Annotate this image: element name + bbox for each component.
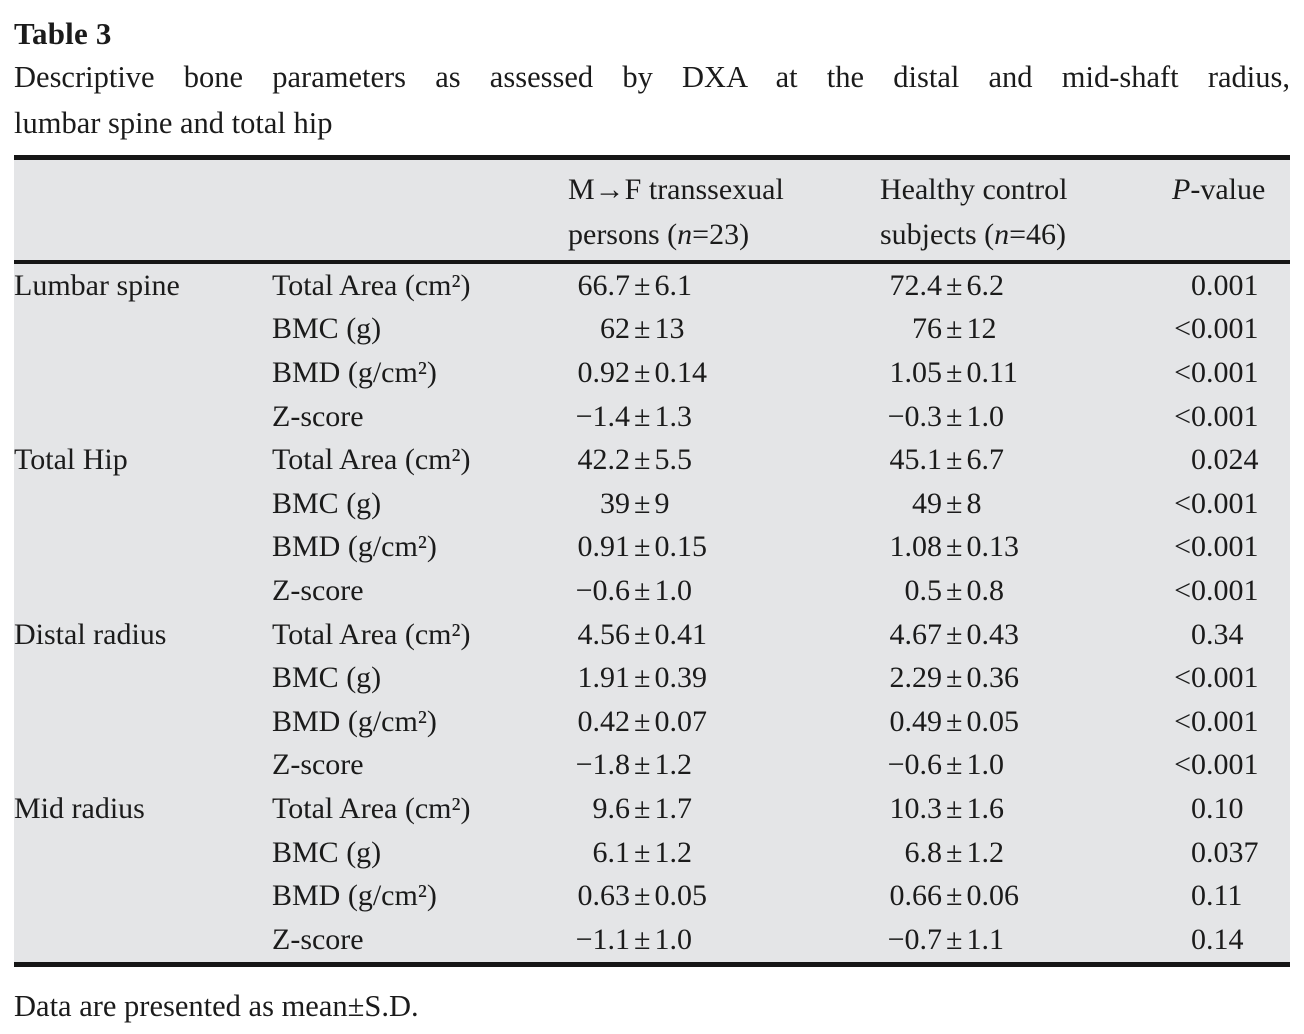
control-value: 0.49 ±0.05 (889, 704, 1019, 738)
p-value: <0.001 (1174, 748, 1259, 782)
mf-value: 66.7 ±6.1 (577, 268, 692, 302)
mf-value: 6.1 ±1.2 (592, 835, 692, 869)
control-value: 1.05 ±0.11 (889, 355, 1018, 389)
control-value: 0.5 ±0.8 (904, 573, 1004, 607)
control-value: 10.3 ±1.6 (889, 791, 1004, 825)
table-body: Lumbar spine Total Area (cm²) 66.7 ±6.1 7… (14, 264, 1290, 962)
parameter-label: BMC (g) (272, 312, 382, 346)
control-value: 2.29 ±0.36 (889, 661, 1019, 695)
p-value: <0.001 (1174, 530, 1259, 564)
p-value: 0.11 (1191, 879, 1243, 913)
mf-value: −1.4 ±1.3 (575, 399, 692, 433)
column-header-mf-group: M→F transsexual persons (n=23) (568, 167, 880, 260)
parameter-label: BMC (g) (272, 661, 382, 695)
control-value: 49 ±8 (912, 486, 982, 520)
control-value: 6.8 ±1.2 (904, 835, 1004, 869)
mf-value: 4.56 ±0.41 (577, 617, 707, 651)
mf-value: 0.91 ±0.15 (577, 530, 707, 564)
parameter-label: BMC (g) (272, 835, 382, 869)
parameter-label: Z-score (272, 922, 364, 956)
parameter-label: Total Area (cm²) (272, 443, 471, 477)
parameter-label: BMC (g) (272, 486, 382, 520)
p-value: <0.001 (1174, 312, 1259, 346)
p-value: 0.14 (1191, 922, 1244, 956)
mf-value: −1.8 ±1.2 (575, 748, 692, 782)
control-value: 1.08 ±0.13 (889, 530, 1019, 564)
caption-line-1: Descriptive bone parameters as assessed … (14, 60, 1290, 94)
p-value: <0.001 (1174, 399, 1259, 433)
control-value: 76 ±12 (912, 312, 997, 346)
mf-header-line-1: M→F transsexual (568, 173, 784, 206)
mf-value: −0.6 ±1.0 (575, 573, 692, 607)
control-value: −0.3 ±1.0 (887, 399, 1004, 433)
parameter-label: BMD (g/cm²) (272, 355, 437, 389)
mf-value: −1.1 ±1.0 (575, 922, 692, 956)
parameter-label: Z-score (272, 748, 364, 782)
site-label: Mid radius (14, 791, 145, 825)
site-label: Distal radius (14, 617, 167, 651)
table-footnote: Data are presented as mean±S.D. (14, 988, 419, 1023)
control-value: −0.7 ±1.1 (887, 922, 1004, 956)
mf-value: 62 ±13 (600, 312, 685, 346)
mf-value: 39 ±9 (600, 486, 670, 520)
mf-value: 1.91 ±0.39 (577, 661, 707, 695)
mf-value: 0.42 ±0.07 (577, 704, 707, 738)
parameter-label: BMD (g/cm²) (272, 704, 437, 738)
caption-line-2: lumbar spine and total hip (14, 106, 333, 140)
p-value: 0.037 (1191, 835, 1259, 869)
control-value: 72.4 ±6.2 (889, 268, 1004, 302)
control-value: −0.6 ±1.0 (887, 748, 1004, 782)
mf-value: 9.6 ±1.7 (592, 791, 692, 825)
parameter-label: Z-score (272, 399, 364, 433)
table-header-row: M→F transsexual persons (n=23) Healthy c… (14, 160, 1290, 264)
control-header-line-1: Healthy control (880, 173, 1068, 206)
p-value: 0.34 (1191, 617, 1244, 651)
column-header-control-group: Healthy control subjects (n=46) (880, 167, 1172, 260)
parameter-label: BMD (g/cm²) (272, 530, 437, 564)
p-value: 0.10 (1191, 791, 1244, 825)
p-value: <0.001 (1174, 355, 1259, 389)
p-value: <0.001 (1174, 573, 1259, 607)
table-number: Table 3 (14, 16, 112, 51)
site-label: Lumbar spine (14, 268, 180, 302)
control-value: 0.66 ±0.06 (889, 879, 1019, 913)
mf-value: 0.63 ±0.05 (577, 879, 707, 913)
mf-header-line-2: persons (n=23) (568, 218, 750, 251)
p-value: <0.001 (1174, 661, 1259, 695)
column-header-pvalue: P-value (1172, 173, 1266, 206)
site-label: Total Hip (14, 443, 128, 477)
p-value: 0.024 (1191, 443, 1259, 477)
control-value: 45.1 ±6.7 (889, 443, 1004, 477)
mf-value: 0.92 ±0.14 (577, 355, 707, 389)
control-value: 4.67 ±0.43 (889, 617, 1019, 651)
header-parameter-spacer (272, 167, 568, 260)
parameter-label: Total Area (cm²) (272, 617, 471, 651)
parameter-label: Total Area (cm²) (272, 791, 471, 825)
table-caption: Descriptive bone parameters as assessed … (14, 54, 1290, 146)
p-value: <0.001 (1174, 486, 1259, 520)
parameter-label: BMD (g/cm²) (272, 879, 437, 913)
header-site-spacer (14, 167, 272, 260)
parameter-label: Total Area (cm²) (272, 268, 471, 302)
parameter-label: Z-score (272, 573, 364, 607)
p-value: <0.001 (1174, 704, 1259, 738)
mf-value: 42.2 ±5.5 (577, 443, 692, 477)
p-value: 0.001 (1191, 268, 1259, 302)
data-table: M→F transsexual persons (n=23) Healthy c… (14, 155, 1290, 967)
control-header-line-2: subjects (n=46) (880, 218, 1067, 251)
